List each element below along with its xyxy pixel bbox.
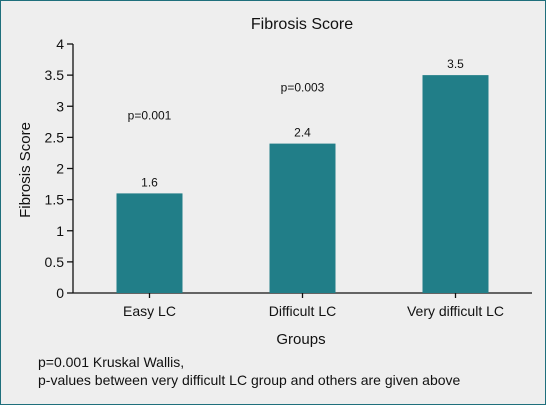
bar bbox=[422, 75, 489, 293]
y-tick-label: 2 bbox=[56, 161, 64, 177]
plot-area: 0 0.5 1 1.5 2 2.5 3 3.5 4 1.6 Easy LC 2.4 Difficult … bbox=[45, 36, 532, 319]
y-tick-label: 3.5 bbox=[45, 67, 65, 83]
y-tick-label: 1.5 bbox=[45, 192, 65, 208]
y-tick-label: 1 bbox=[56, 223, 64, 239]
y-axis-label: Fibrosis Score bbox=[17, 122, 34, 218]
p-value-annotation: p=0.001 bbox=[128, 109, 172, 123]
y-tick-label: 0 bbox=[56, 285, 64, 301]
footnote-line-2: p-values between very difficult LC group… bbox=[38, 372, 461, 388]
footnote: p=0.001 Kruskal Wallis, p-values between… bbox=[38, 353, 460, 389]
bar-value-label: 2.4 bbox=[294, 126, 311, 140]
bar bbox=[269, 143, 336, 293]
p-value-annotation: p=0.003 bbox=[281, 81, 325, 95]
x-axis-label: Groups bbox=[276, 331, 325, 348]
footnote-line-1: p=0.001 Kruskal Wallis, bbox=[38, 354, 185, 370]
bar-value-label: 3.5 bbox=[447, 57, 464, 71]
y-tick-label: 3 bbox=[56, 98, 64, 114]
x-tick-label: Very difficult LC bbox=[407, 303, 504, 319]
bar bbox=[116, 193, 183, 293]
bar-value-label: 1.6 bbox=[141, 175, 158, 189]
x-tick-label: Difficult LC bbox=[269, 303, 336, 319]
y-tick-label: 2.5 bbox=[45, 129, 65, 145]
y-tick-label: 0.5 bbox=[45, 254, 65, 270]
chart-title: Fibrosis Score bbox=[251, 16, 353, 33]
y-tick-label: 4 bbox=[56, 36, 64, 52]
x-tick-label: Easy LC bbox=[123, 303, 176, 319]
